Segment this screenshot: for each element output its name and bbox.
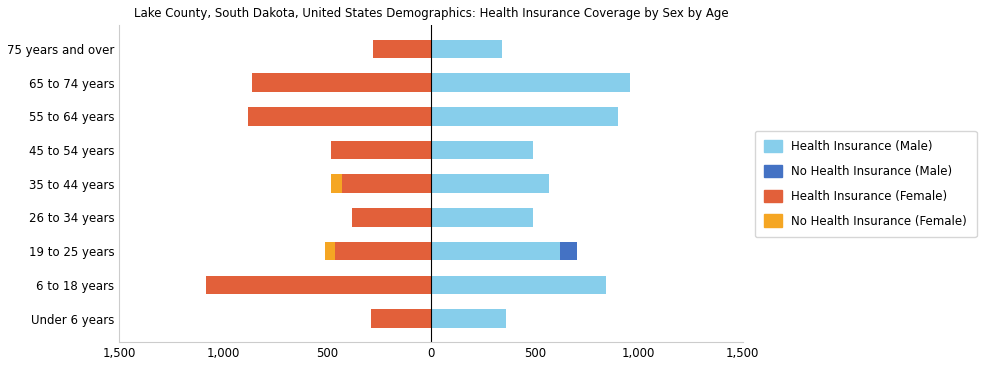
Title: Lake County, South Dakota, United States Demographics: Health Insurance Coverage: Lake County, South Dakota, United States… (134, 7, 728, 20)
Bar (207, 276, 431, 294)
Bar (431, 208, 533, 227)
Bar (325, 242, 335, 261)
Bar (370, 309, 431, 328)
Bar (252, 73, 431, 92)
Bar (331, 174, 342, 193)
Bar (248, 107, 431, 126)
Bar (331, 141, 431, 159)
Bar (431, 242, 559, 261)
Bar (335, 242, 431, 261)
Legend: Health Insurance (Male), No Health Insurance (Male), Health Insurance (Female), : Health Insurance (Male), No Health Insur… (755, 131, 977, 237)
Bar (559, 242, 577, 261)
Bar (431, 174, 550, 193)
Bar (342, 174, 431, 193)
Bar (431, 309, 505, 328)
Bar (431, 73, 630, 92)
Bar (431, 107, 618, 126)
Bar (372, 40, 431, 58)
Bar (431, 276, 606, 294)
Bar (352, 208, 431, 227)
Bar (431, 141, 533, 159)
Bar (431, 40, 501, 58)
